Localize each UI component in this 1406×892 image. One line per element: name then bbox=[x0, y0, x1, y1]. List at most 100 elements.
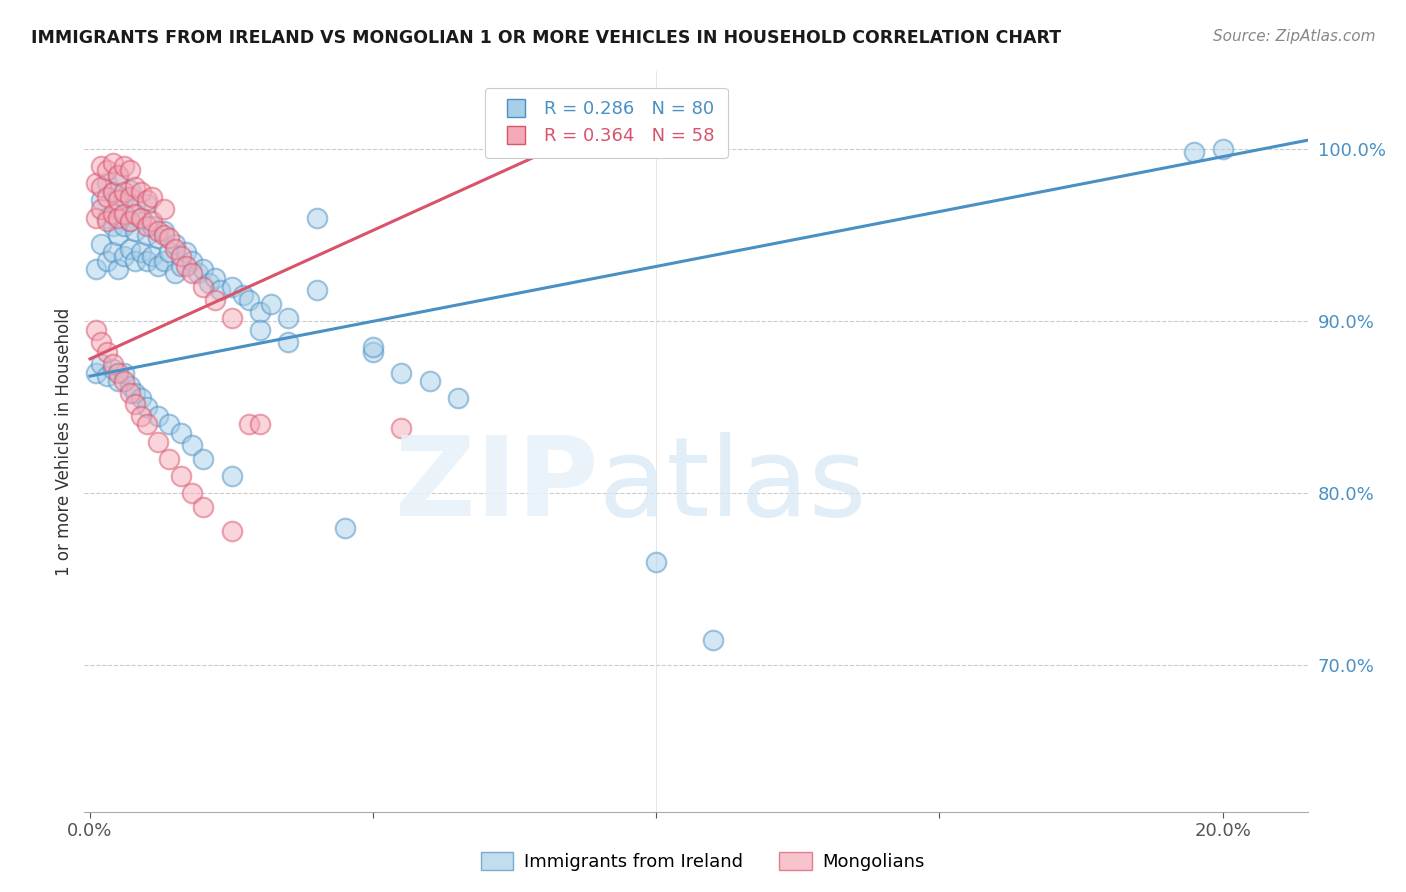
Point bbox=[96, 162, 118, 177]
Point bbox=[124, 179, 146, 194]
Point bbox=[135, 417, 157, 432]
Point bbox=[118, 214, 141, 228]
Point bbox=[249, 305, 271, 319]
Point bbox=[112, 374, 135, 388]
Point bbox=[221, 524, 243, 538]
Point bbox=[118, 162, 141, 177]
Point bbox=[135, 227, 157, 242]
Point bbox=[169, 469, 191, 483]
Legend: R = 0.286   N = 80, R = 0.364   N = 58: R = 0.286 N = 80, R = 0.364 N = 58 bbox=[485, 87, 727, 158]
Point bbox=[152, 253, 174, 268]
Point bbox=[118, 190, 141, 204]
Point bbox=[419, 374, 441, 388]
Point bbox=[146, 409, 169, 423]
Point bbox=[181, 266, 204, 280]
Point bbox=[107, 227, 129, 242]
Point bbox=[361, 340, 384, 354]
Point bbox=[152, 225, 174, 239]
Point bbox=[90, 357, 112, 371]
Point bbox=[129, 211, 152, 225]
Point bbox=[84, 262, 107, 277]
Point bbox=[146, 434, 169, 449]
Point bbox=[90, 159, 112, 173]
Point bbox=[238, 293, 260, 308]
Point bbox=[107, 168, 129, 182]
Point bbox=[260, 297, 283, 311]
Point bbox=[124, 397, 146, 411]
Point bbox=[101, 362, 124, 376]
Point bbox=[146, 225, 169, 239]
Point bbox=[157, 245, 180, 260]
Point bbox=[96, 253, 118, 268]
Point bbox=[101, 357, 124, 371]
Point bbox=[645, 555, 668, 569]
Point bbox=[112, 219, 135, 234]
Point bbox=[90, 179, 112, 194]
Point bbox=[305, 211, 328, 225]
Point bbox=[84, 211, 107, 225]
Point bbox=[361, 345, 384, 359]
Point bbox=[107, 211, 129, 225]
Point bbox=[101, 219, 124, 234]
Point bbox=[107, 202, 129, 216]
Point bbox=[141, 249, 163, 263]
Point bbox=[277, 310, 299, 325]
Point bbox=[181, 438, 204, 452]
Point bbox=[84, 366, 107, 380]
Point bbox=[1182, 145, 1205, 160]
Point bbox=[101, 185, 124, 199]
Point bbox=[96, 176, 118, 190]
Point bbox=[129, 245, 152, 260]
Point bbox=[84, 323, 107, 337]
Text: atlas: atlas bbox=[598, 433, 866, 540]
Legend: Immigrants from Ireland, Mongolians: Immigrants from Ireland, Mongolians bbox=[474, 845, 932, 879]
Point bbox=[96, 345, 118, 359]
Point bbox=[146, 259, 169, 273]
Point bbox=[107, 194, 129, 208]
Point bbox=[118, 183, 141, 197]
Point bbox=[118, 379, 141, 393]
Point bbox=[157, 417, 180, 432]
Point bbox=[391, 421, 413, 435]
Point bbox=[169, 249, 191, 263]
Point bbox=[391, 366, 413, 380]
Point bbox=[112, 249, 135, 263]
Point bbox=[333, 521, 356, 535]
Point bbox=[101, 185, 124, 199]
Point bbox=[447, 392, 470, 406]
Point bbox=[174, 259, 197, 273]
Point bbox=[90, 194, 112, 208]
Point bbox=[702, 632, 724, 647]
Point bbox=[107, 168, 129, 182]
Point bbox=[193, 262, 215, 277]
Point bbox=[107, 262, 129, 277]
Point bbox=[84, 176, 107, 190]
Point bbox=[187, 266, 209, 280]
Point bbox=[112, 207, 135, 221]
Point bbox=[112, 190, 135, 204]
Point bbox=[124, 225, 146, 239]
Point bbox=[124, 253, 146, 268]
Point bbox=[112, 185, 135, 199]
Point bbox=[238, 417, 260, 432]
Point bbox=[198, 276, 221, 290]
Point bbox=[169, 259, 191, 273]
Point bbox=[112, 159, 135, 173]
Point bbox=[90, 334, 112, 349]
Point bbox=[135, 197, 157, 211]
Point bbox=[135, 400, 157, 414]
Point bbox=[129, 392, 152, 406]
Point bbox=[101, 207, 124, 221]
Point bbox=[221, 310, 243, 325]
Point bbox=[118, 386, 141, 401]
Point bbox=[193, 451, 215, 466]
Point bbox=[174, 245, 197, 260]
Text: Source: ZipAtlas.com: Source: ZipAtlas.com bbox=[1212, 29, 1375, 44]
Point bbox=[163, 242, 186, 256]
Point bbox=[169, 425, 191, 440]
Point bbox=[107, 366, 129, 380]
Point bbox=[209, 283, 232, 297]
Point bbox=[232, 288, 254, 302]
Y-axis label: 1 or more Vehicles in Household: 1 or more Vehicles in Household bbox=[55, 308, 73, 575]
Point bbox=[129, 211, 152, 225]
